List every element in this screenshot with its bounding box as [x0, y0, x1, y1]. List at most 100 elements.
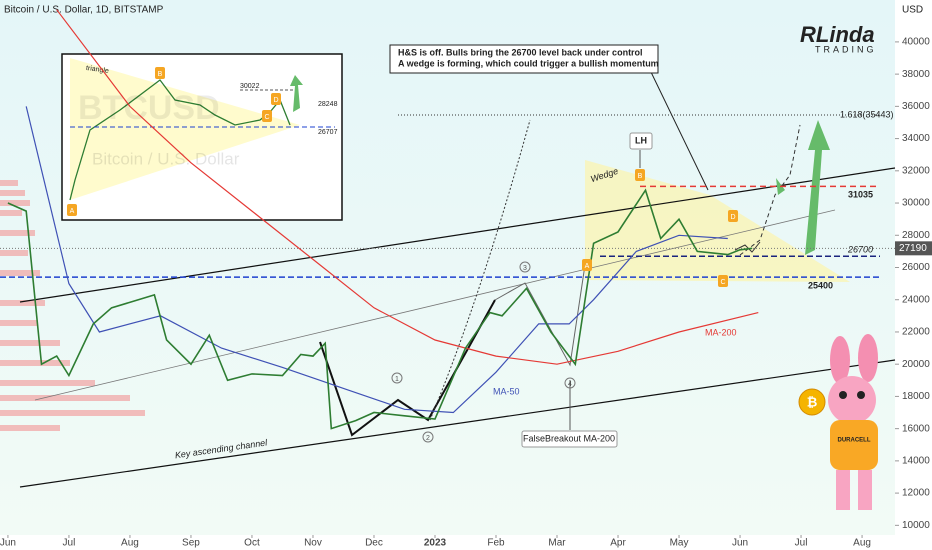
- volume-profile: [0, 180, 145, 431]
- x-tick-label: Feb: [487, 538, 505, 549]
- y-tick-label: 40000: [902, 37, 930, 48]
- y-tick-label: 14000: [902, 456, 930, 467]
- marker-box: [262, 110, 272, 122]
- last-price-label: 27190: [899, 243, 927, 254]
- x-tick-label: Oct: [244, 538, 260, 549]
- svg-text:DURACELL: DURACELL: [838, 438, 871, 444]
- wave-marker: [564, 377, 576, 389]
- level-label: 25400: [808, 281, 833, 291]
- lh-label: LH: [635, 135, 647, 145]
- false-breakout: FalseBreakout MA-200: [523, 433, 615, 443]
- label-box: [521, 430, 618, 448]
- marker-box: [718, 275, 728, 287]
- channel-line: [19, 167, 896, 303]
- y-tick-label: 16000: [902, 423, 930, 434]
- arrow: [805, 120, 830, 255]
- x-tick-label: Apr: [610, 538, 626, 549]
- marker-label: D: [730, 214, 735, 221]
- y-tick-label: 30000: [902, 198, 930, 209]
- marker-box: [728, 210, 738, 222]
- note: A wedge is forming, which could trigger …: [398, 58, 659, 68]
- ma200-label: MA-200: [705, 327, 737, 337]
- wave-marker: [422, 431, 434, 443]
- y-tick-label: 32000: [902, 165, 930, 176]
- inset-watermark: BTCUSD: [78, 89, 220, 127]
- inset-triangle: [70, 58, 300, 200]
- marker-label: D: [273, 97, 278, 104]
- ma50-label: MA-50: [493, 386, 520, 396]
- mascot: DURACELL ₿: [798, 334, 878, 510]
- inset-watermark: Bitcoin / U.S. Dollar: [92, 149, 240, 168]
- inset-arrow: [290, 75, 303, 112]
- x-tick-label: May: [670, 538, 689, 549]
- wave-label: 1: [395, 376, 399, 383]
- y-tick-label: 22000: [902, 327, 930, 338]
- marker-label: C: [264, 114, 269, 121]
- y-tick-label: 20000: [902, 359, 930, 370]
- note: H&S is off. Bulls bring the 26700 level …: [398, 47, 643, 57]
- x-tick-label: Aug: [121, 538, 139, 549]
- svg-text:₿: ₿: [807, 394, 818, 409]
- y-tick-label: 28000: [902, 230, 930, 241]
- x-tick-label: Dec: [365, 538, 383, 549]
- x-tick-label: 2023: [424, 538, 447, 549]
- wave-label: 2: [426, 435, 430, 442]
- marker-label: B: [638, 173, 643, 180]
- x-tick-label: Sep: [182, 538, 200, 549]
- pointer: [649, 69, 709, 191]
- y-tick-label: 36000: [902, 101, 930, 112]
- channel-line: [19, 359, 896, 488]
- x-tick-label: Nov: [304, 538, 322, 549]
- marker-box: [582, 259, 592, 271]
- logo-sub: TRADING: [815, 44, 877, 54]
- y-tick-label: 34000: [902, 133, 930, 144]
- inset-level: 28248: [318, 101, 338, 108]
- wedge-area: [585, 160, 850, 282]
- axis-panel: [895, 0, 932, 550]
- ma-line: [25, 106, 728, 414]
- y-tick-label: 24000: [902, 294, 930, 305]
- marker-label: B: [158, 71, 163, 78]
- x-tick-label: Jul: [63, 538, 76, 549]
- inset-level: 26707: [318, 129, 338, 136]
- channel-mid: [34, 209, 836, 401]
- ma-line: [56, 9, 759, 365]
- axis-panel: [0, 535, 932, 550]
- marker-label: C: [720, 279, 725, 286]
- x-tick-label: Mar: [548, 538, 566, 549]
- marker-box: [635, 169, 645, 181]
- logo: RLinda: [800, 22, 875, 47]
- wave-label: 3: [523, 265, 527, 272]
- title: Bitcoin / U.S. Dollar, 1D, BITSTAMP: [4, 5, 164, 16]
- inset-level: 30022: [240, 83, 260, 90]
- wave-marker: [519, 261, 531, 273]
- x-tick-label: Jun: [732, 538, 748, 549]
- marker-box: [67, 204, 77, 216]
- x-tick-label: Aug: [853, 538, 871, 549]
- y-tick-label: 10000: [902, 520, 930, 531]
- x-tick-label: Jun: [0, 538, 16, 549]
- last-price-tag: [895, 241, 932, 256]
- level-label: 31035: [848, 190, 873, 200]
- y-tick-label: 18000: [902, 391, 930, 402]
- note-box: [389, 44, 659, 74]
- marker-label: A: [70, 208, 75, 215]
- x-tick-label: Jul: [795, 538, 808, 549]
- wave-marker: [391, 372, 403, 384]
- y-tick-label: 26000: [902, 262, 930, 273]
- inset-pattern: triangle: [85, 65, 109, 75]
- projection: [739, 124, 801, 256]
- level-label: 26700: [847, 245, 873, 255]
- marker-box: [155, 67, 165, 79]
- marker-label: A: [585, 263, 590, 270]
- currency: USD: [902, 5, 923, 16]
- price-line: [7, 188, 753, 430]
- label-box: [629, 132, 653, 150]
- y-tick-label: 38000: [902, 69, 930, 80]
- fib-label: 1.618(35443): [840, 109, 894, 119]
- projection: [429, 119, 531, 421]
- marker-box: [271, 93, 281, 105]
- y-tick-label: 12000: [902, 488, 930, 499]
